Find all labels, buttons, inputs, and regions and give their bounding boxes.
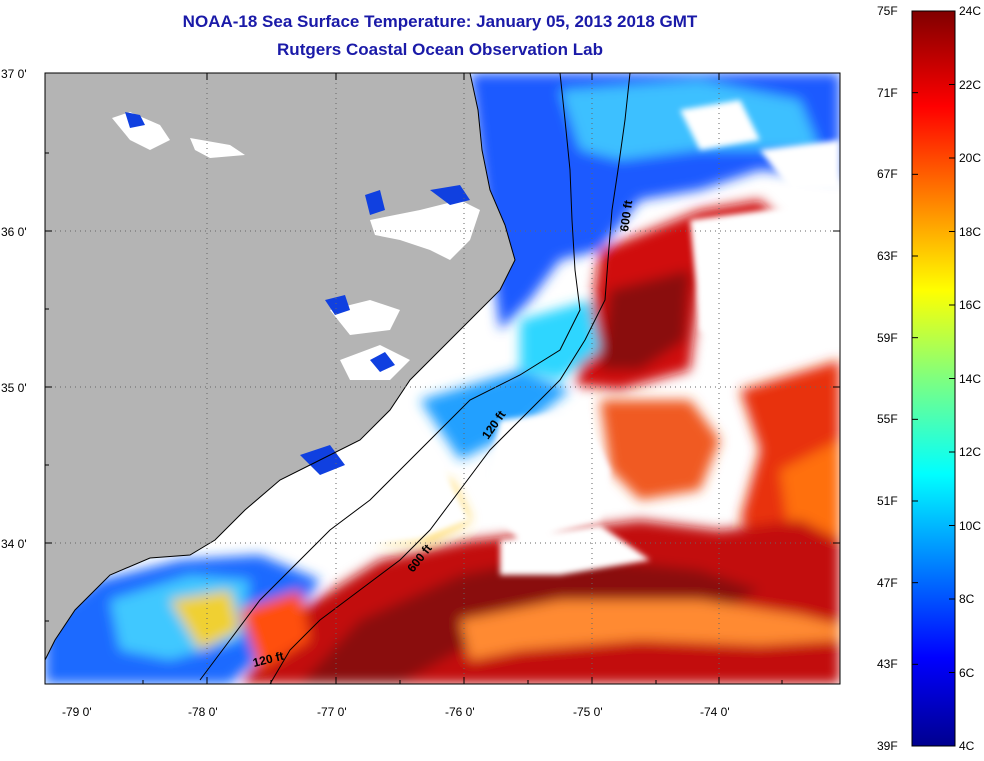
map-border [44, 72, 841, 685]
contour-120ft [199, 73, 581, 681]
colorbar-c-label: 14C [959, 371, 982, 386]
grid [45, 73, 840, 684]
contour-600ft [269, 73, 631, 684]
colorbar-f-label: 63F [877, 249, 898, 263]
map-subtitle: Rutgers Coastal Ocean Observation Lab [277, 40, 603, 59]
colorbar-c-label: 22C [959, 77, 982, 92]
lat-label: 35 0' [1, 381, 27, 395]
inland-water-cold [125, 112, 470, 475]
colorbar-ticks [912, 10, 955, 747]
colorbar-f-label: 75F [877, 4, 898, 18]
colorbar-c-label: 18C [959, 224, 982, 239]
colorbar-f-label: 71F [877, 85, 898, 100]
colorbar-f-label: 47F [877, 575, 898, 590]
colorbar-f-label: 43F [877, 657, 898, 672]
lon-label: -76 0' [445, 705, 475, 719]
colorbar-c-label: 10C [959, 518, 982, 533]
lon-label: -74 0' [700, 705, 730, 719]
inland-water [112, 112, 480, 380]
lon-label: -75 0' [573, 705, 603, 719]
lat-label: 34 0' [1, 537, 27, 551]
colorbar-c-label: 20C [959, 151, 982, 165]
colorbar [911, 10, 956, 747]
sst-field [45, 73, 840, 684]
colorbar-f-label: 55F [877, 412, 898, 427]
colorbar-f-label: 39F [877, 739, 898, 753]
lat-label: 37 0' [1, 67, 27, 81]
coastline [45, 73, 516, 661]
colorbar-c-label: 6C [959, 665, 975, 680]
colorbar-f-label: 67F [877, 167, 898, 182]
colorbar-c-label: 16C [959, 298, 982, 312]
contour-label-600ft-north: 600 ft [617, 199, 635, 232]
colorbar-c-label: 24C [959, 4, 982, 18]
colorbar-c-label: 4C [959, 739, 975, 753]
axis-ticks [45, 73, 840, 684]
lat-label: 36 0' [1, 225, 27, 239]
colorbar-c-label: 8C [959, 592, 975, 606]
lon-label: -79 0' [62, 705, 92, 719]
lon-label: -77 0' [317, 705, 347, 719]
colorbar-f-label: 59F [877, 330, 898, 345]
colorbar-c-label: 12C [959, 445, 982, 459]
cloud-mask [220, 100, 840, 575]
lon-label: -78 0' [188, 705, 218, 719]
colorbar-f-label: 51F [877, 494, 898, 508]
map-title: NOAA-18 Sea Surface Temperature: January… [182, 12, 698, 31]
